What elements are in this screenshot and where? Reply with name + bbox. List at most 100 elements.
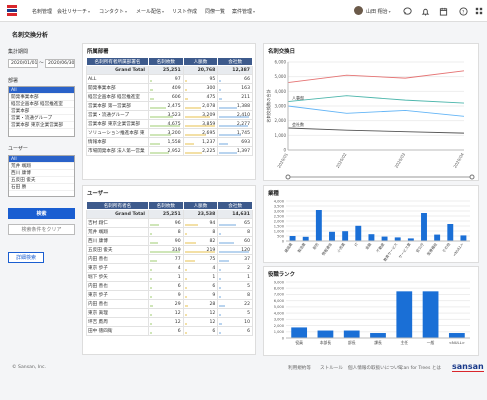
bell-icon[interactable] xyxy=(420,6,430,16)
user-menu[interactable]: 山田 翔治▾ xyxy=(366,8,391,15)
bar[interactable] xyxy=(329,231,335,241)
user-avatar[interactable] xyxy=(354,6,363,15)
bar[interactable] xyxy=(460,235,467,241)
table-row[interactable]: 情報本部 1,558 1,237 693 xyxy=(86,137,253,147)
clear-conditions-button[interactable]: 検索条件をクリア xyxy=(8,224,75,235)
bar[interactable] xyxy=(421,213,427,241)
footer-link[interactable]: ストルール xyxy=(320,366,343,371)
table-row[interactable]: 東京 眞理 12 12 5 xyxy=(86,308,253,318)
cell-text: 12 xyxy=(174,319,181,325)
bar[interactable] xyxy=(317,330,334,338)
bar[interactable] xyxy=(343,330,360,338)
date-to-field[interactable]: 2020/06/30 xyxy=(45,59,75,68)
table-row[interactable]: 荒井 颯翔 8 8 8 xyxy=(86,227,253,237)
data-bar xyxy=(219,332,222,334)
table-row[interactable]: 五反田 俊夫 319 219 120 xyxy=(86,245,253,255)
dept-option[interactable]: 経営企画本部 経営推進室 xyxy=(9,101,74,108)
slider-handle-end[interactable] xyxy=(469,174,475,180)
table-row[interactable]: 吉村 翔仁 96 94 65 xyxy=(86,218,253,228)
dept-option[interactable]: 営業・流通グループ xyxy=(9,115,74,122)
bar[interactable] xyxy=(381,236,388,241)
series-line[interactable] xyxy=(287,127,465,134)
user-option[interactable]: 荒井 颯翔 xyxy=(9,163,74,170)
series-line[interactable] xyxy=(287,105,465,117)
y-tick-label: 3,000 xyxy=(274,318,285,322)
slider-handle-start[interactable] xyxy=(285,174,291,180)
line-chart-panel: 名刺交換日 6,000 5,000 4,000 3,000 2,000 1,000 0 名刺交… xyxy=(263,43,479,181)
table-row[interactable]: 内田 善也 29 28 22 xyxy=(86,299,253,309)
table-row[interactable]: 営業・流通グループ 3,523 3,209 2,410 xyxy=(86,110,253,120)
table-row[interactable]: 坪吉 鷹周 12 12 10 xyxy=(86,317,253,327)
user-listbox[interactable]: All 荒井 颯翔 西川 康博 五反田 俊夫 石田 勝 xyxy=(8,155,75,197)
grid-icon[interactable] xyxy=(474,6,484,16)
column-header[interactable]: 名刺枚数 xyxy=(148,201,184,210)
bar[interactable] xyxy=(342,231,349,241)
table-row[interactable]: 内田 善也 77 75 37 xyxy=(86,254,253,264)
chat-icon[interactable] xyxy=(402,6,412,16)
bar[interactable] xyxy=(355,225,362,241)
dept-option[interactable]: 営業本部 東京企業営業部 xyxy=(9,122,74,129)
detail-search-button[interactable]: 詳細検索 xyxy=(8,252,44,263)
bar[interactable] xyxy=(396,291,413,338)
bar[interactable] xyxy=(289,236,296,241)
column-header[interactable]: 人脈数 xyxy=(182,57,219,66)
sansan-logo-icon[interactable] xyxy=(7,5,17,16)
bar[interactable] xyxy=(394,237,401,241)
dept-option[interactable]: 開発事業本部 xyxy=(9,94,74,101)
table-row[interactable]: 田中 徳四衛 6 6 6 xyxy=(86,326,253,336)
column-header[interactable]: 名刺枚数 xyxy=(148,57,184,66)
user-option[interactable]: 五反田 俊夫 xyxy=(9,177,74,184)
bar[interactable] xyxy=(291,327,308,338)
dept-option[interactable]: 営業本部 xyxy=(9,108,74,115)
table-row[interactable]: ソリューション推進本部 東 3,200 2,695 1,745 xyxy=(86,128,253,138)
bar[interactable] xyxy=(370,333,386,338)
nav-menu-colleagues[interactable]: 同僚一覧 xyxy=(205,8,225,15)
column-header[interactable]: 名刺所有者名 xyxy=(86,201,149,210)
dept-listbox[interactable]: All 開発事業本部 経営企画本部 経営推進室 営業本部 営業・流通グループ 営… xyxy=(8,86,75,137)
calendar-icon[interactable] xyxy=(438,6,448,16)
nav-menu-list-create[interactable]: リスト作成 xyxy=(172,8,197,15)
table-row[interactable]: 経営企画本部 経営推進室 606 475 211 xyxy=(86,92,253,102)
table-row[interactable]: 開発事業本部 409 300 163 xyxy=(86,83,253,93)
table-row[interactable]: 市場開発本部 法人第一営業 2,952 2,225 1,397 xyxy=(86,146,253,156)
nav-menu-mail[interactable]: メール配信▾ xyxy=(136,8,164,15)
footer-link[interactable]: 利用規約等 xyxy=(288,366,311,371)
bar[interactable] xyxy=(434,234,441,241)
column-header[interactable]: 名刺所有者所属部署名 xyxy=(86,57,149,66)
user-option[interactable]: All xyxy=(9,156,74,163)
bar[interactable] xyxy=(407,238,414,241)
nav-menu-deals[interactable]: 案件管理▾ xyxy=(232,8,255,15)
cell-value: 6 xyxy=(148,281,184,291)
date-from-field[interactable]: 2020/01/01 xyxy=(8,59,38,68)
column-header[interactable]: 会社数 xyxy=(217,201,253,210)
column-header[interactable]: 会社数 xyxy=(217,57,253,66)
dept-option[interactable]: All xyxy=(9,87,74,94)
bar[interactable] xyxy=(448,333,465,338)
help-icon[interactable]: ? xyxy=(458,6,468,16)
table-row[interactable]: 西川 康博 90 82 60 xyxy=(86,236,253,246)
column-header[interactable]: 人脈数 xyxy=(182,201,219,210)
series-line[interactable] xyxy=(287,70,465,83)
series-line[interactable] xyxy=(287,95,465,104)
table-row[interactable]: 内田 善也 6 6 5 xyxy=(86,281,253,291)
data-bar xyxy=(219,152,237,154)
bar[interactable] xyxy=(315,210,322,241)
bar[interactable] xyxy=(422,291,439,338)
nav-menu-company-research[interactable]: 会社リサーチ▾ xyxy=(57,8,90,15)
table-row[interactable]: 東京 歩子 9 9 8 xyxy=(86,290,253,300)
nav-menu-contact[interactable]: コンタクト▾ xyxy=(99,8,127,15)
footer-link[interactable]: Scan for Trees とは xyxy=(398,366,442,371)
user-option[interactable]: 石田 勝 xyxy=(9,184,74,191)
bar[interactable] xyxy=(368,234,375,241)
table-row[interactable]: 営業本部 東京企業営業部 4,675 3,859 2,277 xyxy=(86,119,253,129)
table-row[interactable]: 東京 歩子 4 4 2 xyxy=(86,263,253,273)
footer-link[interactable]: 個人情報の取扱いについて xyxy=(348,366,403,371)
table-row[interactable]: ALL 97 95 66 xyxy=(86,74,253,84)
table-row[interactable]: 堀下 歩矢 1 1 1 xyxy=(86,272,253,282)
bar[interactable] xyxy=(447,224,454,241)
search-button[interactable]: 検索 xyxy=(8,208,75,219)
user-option[interactable]: 西川 康博 xyxy=(9,170,74,177)
table-row[interactable]: 営業本部 第一営業部 2,475 2,078 1,388 xyxy=(86,101,253,111)
bar[interactable] xyxy=(302,236,309,241)
nav-menu-card-management[interactable]: 名刺管理 xyxy=(32,8,52,15)
